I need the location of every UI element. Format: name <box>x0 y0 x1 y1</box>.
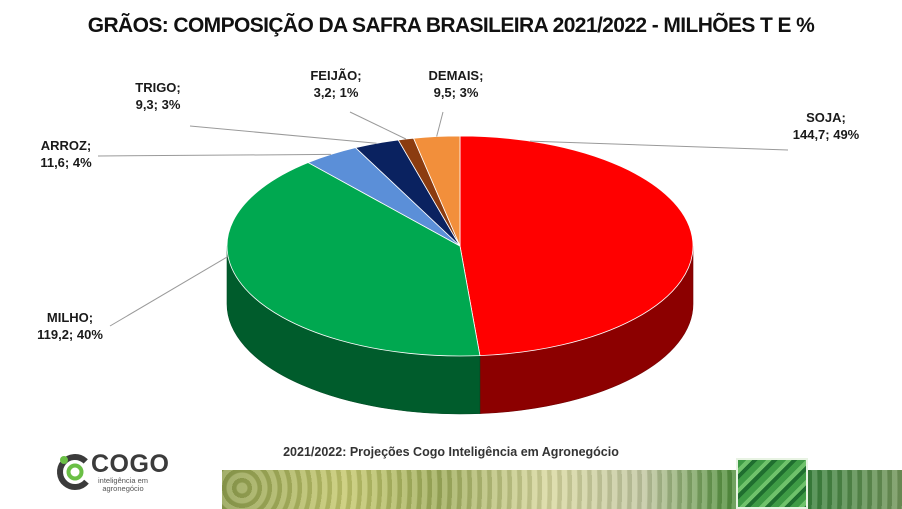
leader-line-demais <box>436 111 444 137</box>
leader-line-feijao <box>349 111 407 140</box>
pie-tops <box>226 135 694 357</box>
data-label-value-feijao: 3,2; 1% <box>314 85 359 100</box>
data-label-value-trigo: 9,3; 3% <box>136 97 181 112</box>
data-label-value-arroz: 11,6; 4% <box>40 155 92 170</box>
data-label-value-soja: 144,7; 49% <box>793 127 860 142</box>
data-label-demais: DEMAIS; 9,5; 3% <box>429 68 484 100</box>
logo-tagline-line1: inteligência em <box>97 476 149 485</box>
data-label-arroz: ARROZ; 11,6; 4% <box>40 138 92 170</box>
data-label-name-demais: DEMAIS; <box>429 68 484 83</box>
data-label-name-trigo: TRIGO; <box>135 80 181 95</box>
leader-line-soja <box>530 140 789 151</box>
logo-wordmark: COGO <box>91 450 170 478</box>
cogo-logo: COGO inteligência em agronegócio <box>55 450 169 495</box>
pie-leaders <box>97 111 789 327</box>
source-note: 2021/2022: Projeções Cogo Inteligência e… <box>283 445 619 459</box>
chart-title: GRÃOS: COMPOSIÇÃO DA SAFRA BRASILEIRA 20… <box>87 14 815 37</box>
data-label-trigo: TRIGO; 9,3; 3% <box>135 80 181 112</box>
pie-labels: SOJA; 144,7; 49% MILHO; 119,2; 40% ARROZ; 11,… <box>37 68 860 342</box>
data-label-name-feijao: FEIJÃO; <box>310 68 361 83</box>
data-label-value-demais: 9,5; 3% <box>434 85 479 100</box>
data-label-milho: MILHO; 119,2; 40% <box>37 310 103 342</box>
data-label-name-arroz: ARROZ; <box>41 138 92 153</box>
logo-tagline: inteligência em agronegócio <box>95 477 151 493</box>
footer-tile-image <box>736 458 808 509</box>
data-label-name-soja: SOJA; <box>806 110 846 125</box>
leader-line-trigo <box>189 125 377 144</box>
cogo-logo-icon <box>57 454 93 490</box>
data-label-soja: SOJA; 144,7; 49% <box>793 110 860 142</box>
data-label-value-milho: 119,2; 40% <box>37 327 103 342</box>
pie-slice-soja <box>459 135 694 357</box>
pie-slice-demais <box>412 135 461 247</box>
leader-line-milho <box>109 256 229 327</box>
leader-line-arroz <box>97 153 331 157</box>
data-label-name-milho: MILHO; <box>47 310 93 325</box>
pie-slice-milho <box>226 162 481 357</box>
data-label-feijao: FEIJÃO; 3,2; 1% <box>310 68 361 100</box>
logo-tagline-line2: agronegócio <box>102 484 144 493</box>
